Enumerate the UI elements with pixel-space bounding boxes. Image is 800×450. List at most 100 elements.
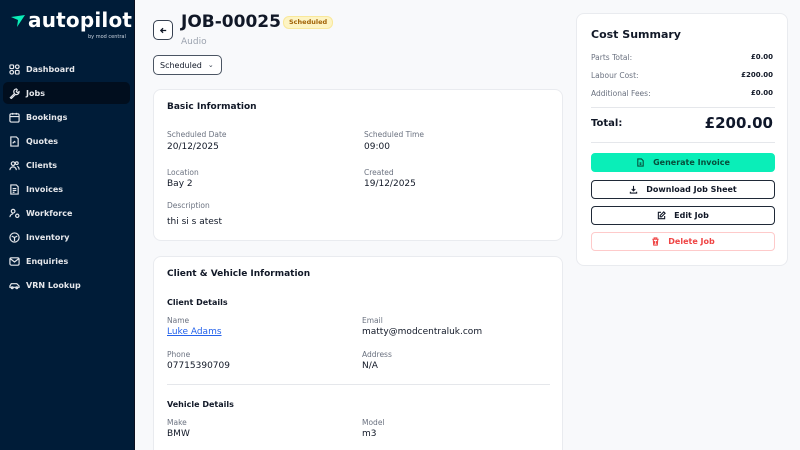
sidebar-item-workforce[interactable]: Workforce [3, 202, 130, 224]
created-label: Created [364, 168, 394, 177]
sidebar-item-jobs[interactable]: Jobs [3, 82, 130, 104]
generate-invoice-button[interactable]: Generate Invoice [591, 153, 775, 172]
scheduled-time-label: Scheduled Time [364, 130, 424, 139]
sidebar-nav: Dashboard Jobs Bookings Quotes Clients [0, 58, 135, 298]
download-icon [629, 185, 638, 194]
dashboard-icon [8, 63, 20, 75]
logo-text: autopilot [28, 8, 133, 32]
scheduled-time-value: 09:00 [364, 142, 390, 152]
back-button[interactable] [153, 20, 173, 40]
section-divider [167, 384, 550, 385]
calendar-icon [8, 111, 20, 123]
parts-total-label: Parts Total: [591, 53, 633, 62]
additional-fees-label: Additional Fees: [591, 89, 651, 98]
sidebar-item-invoices[interactable]: Invoices [3, 178, 130, 200]
model-value: m3 [362, 429, 377, 439]
parts-total-value: £0.00 [750, 53, 773, 61]
sidebar-item-enquiries[interactable]: Enquiries [3, 250, 130, 272]
total-label: Total: [591, 118, 623, 129]
location-value: Bay 2 [167, 179, 193, 189]
sidebar-item-label: Bookings [26, 112, 68, 122]
vehicle-details-title: Vehicle Details [167, 400, 234, 409]
chevron-down-icon: ⌄ [207, 61, 214, 69]
workforce-icon [8, 207, 20, 219]
description-label: Description [167, 201, 210, 210]
sidebar-item-label: Quotes [26, 136, 59, 146]
users-icon [8, 159, 20, 171]
sidebar-item-dashboard[interactable]: Dashboard [3, 58, 130, 80]
client-name-label: Name [167, 316, 190, 325]
sidebar-item-quotes[interactable]: Quotes [3, 130, 130, 152]
card-title: Cost Summary [591, 28, 681, 41]
sidebar-item-vrn-lookup[interactable]: VRN Lookup [3, 274, 130, 296]
page-title: JOB-00025 [181, 12, 281, 32]
car-icon [8, 279, 20, 291]
basic-information-card: Basic Information Scheduled Date 20/12/2… [153, 89, 563, 241]
address-label: Address [362, 350, 392, 359]
email-label: Email [362, 316, 383, 325]
description-value: thi si s atest [167, 217, 222, 227]
sidebar-item-label: Enquiries [26, 256, 69, 266]
arrow-left-icon [159, 27, 166, 33]
sidebar-item-label: Workforce [26, 208, 73, 218]
email-value: matty@modcentraluk.com [362, 327, 483, 337]
phone-label: Phone [167, 350, 191, 359]
edit-icon [657, 211, 666, 220]
additional-fees-row: Additional Fees: £0.00 [591, 89, 773, 98]
mail-icon [8, 255, 20, 267]
main-content: JOB-00025 Scheduled Audio Scheduled ⌄ Ba… [135, 0, 800, 450]
sidebar-item-bookings[interactable]: Bookings [3, 106, 130, 128]
labour-cost-value: £200.00 [741, 71, 773, 79]
card-title: Client & Vehicle Information [167, 269, 311, 279]
total-value: £200.00 [704, 114, 773, 132]
client-details-title: Client Details [167, 298, 228, 307]
sidebar-item-label: Invoices [26, 184, 64, 194]
client-name-link[interactable]: Luke Adams [167, 327, 222, 337]
wrench-icon [8, 87, 20, 99]
job-type: Audio [181, 37, 207, 47]
make-value: BMW [167, 429, 190, 439]
logo-mark-icon [11, 15, 25, 27]
total-divider [591, 142, 775, 143]
button-label: Download Job Sheet [646, 185, 737, 194]
sidebar-item-label: Jobs [26, 88, 45, 98]
make-label: Make [167, 418, 187, 427]
phone-value: 07715390709 [167, 361, 230, 371]
scheduled-date-label: Scheduled Date [167, 130, 227, 139]
status-select-value: Scheduled [160, 60, 202, 70]
delete-job-button[interactable]: Delete Job [591, 232, 775, 251]
sidebar-item-label: Dashboard [26, 64, 75, 74]
download-job-sheet-button[interactable]: Download Job Sheet [591, 180, 775, 199]
button-label: Delete Job [668, 237, 715, 246]
sidebar: autopilot by mod central Dashboard Jobs … [0, 0, 135, 450]
additional-fees-value: £0.00 [750, 89, 773, 97]
logo-subtext: by mod central [88, 34, 126, 40]
status-badge: Scheduled [283, 16, 334, 29]
sidebar-item-label: Inventory [26, 232, 70, 242]
labour-cost-row: Labour Cost: £200.00 [591, 71, 773, 80]
sidebar-item-clients[interactable]: Clients [3, 154, 130, 176]
parts-total-row: Parts Total: £0.00 [591, 53, 773, 62]
logo[interactable]: autopilot by mod central [8, 8, 132, 40]
invoice-icon [636, 158, 645, 167]
box-icon [8, 231, 20, 243]
created-value: 19/12/2025 [364, 179, 416, 189]
client-vehicle-card: Client & Vehicle Information Client Deta… [153, 256, 563, 450]
edit-job-button[interactable]: Edit Job [591, 206, 775, 225]
cost-summary-card: Cost Summary Parts Total: £0.00 Labour C… [576, 13, 788, 266]
quote-document-icon [8, 135, 20, 147]
model-label: Model [362, 418, 385, 427]
card-title: Basic Information [167, 102, 257, 112]
sidebar-item-label: VRN Lookup [26, 280, 81, 290]
button-label: Edit Job [674, 211, 709, 220]
address-value: N/A [362, 361, 378, 371]
button-label: Generate Invoice [653, 158, 730, 167]
invoice-icon [8, 183, 20, 195]
scheduled-date-value: 20/12/2025 [167, 142, 219, 152]
labour-cost-label: Labour Cost: [591, 71, 639, 80]
sidebar-item-inventory[interactable]: Inventory [3, 226, 130, 248]
status-select[interactable]: Scheduled ⌄ [153, 55, 222, 75]
location-label: Location [167, 168, 199, 177]
cost-divider [591, 107, 775, 108]
trash-icon [651, 237, 660, 246]
